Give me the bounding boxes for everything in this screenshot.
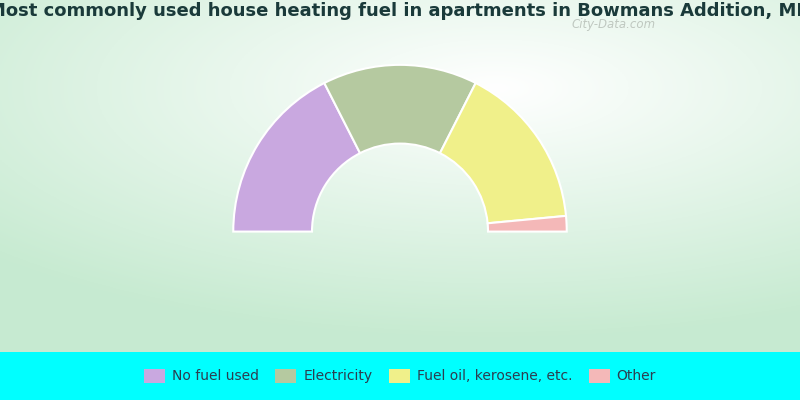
Wedge shape	[488, 216, 566, 232]
Wedge shape	[234, 83, 360, 232]
Legend: No fuel used, Electricity, Fuel oil, kerosene, etc., Other: No fuel used, Electricity, Fuel oil, ker…	[138, 363, 662, 389]
Text: City-Data.com: City-Data.com	[571, 18, 656, 31]
Text: Most commonly used house heating fuel in apartments in Bowmans Addition, MD: Most commonly used house heating fuel in…	[0, 2, 800, 20]
Wedge shape	[440, 83, 566, 223]
Wedge shape	[324, 65, 476, 153]
